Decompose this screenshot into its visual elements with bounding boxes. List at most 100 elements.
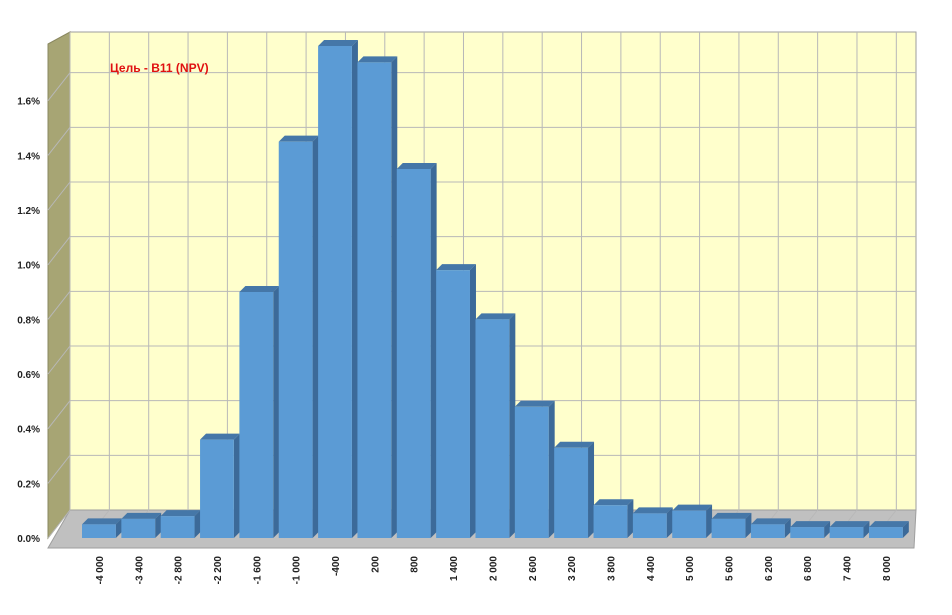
bar-side <box>391 56 398 539</box>
bar <box>357 56 398 539</box>
bar-front <box>396 169 431 538</box>
bar-front <box>868 527 903 538</box>
bar <box>868 521 909 538</box>
bar-front <box>82 524 116 538</box>
y-tick-label: 0.0% <box>17 534 40 545</box>
bar-front <box>475 319 510 538</box>
y-gridline-side <box>47 455 71 484</box>
bar <box>82 518 122 538</box>
bars <box>82 40 909 539</box>
bar-top <box>82 518 122 525</box>
bar <box>239 286 280 538</box>
x-tick-label: 6 200 <box>764 556 775 581</box>
y-gridline-side <box>47 72 71 101</box>
bar-side <box>430 163 437 538</box>
y-tick-label: 0.4% <box>17 425 40 436</box>
x-tick-label: 1 400 <box>449 556 460 581</box>
x-tick-label: -400 <box>331 556 342 576</box>
bar-side <box>233 433 240 538</box>
y-gridline-side <box>47 236 71 265</box>
x-tick-label: -1 600 <box>252 556 263 585</box>
y-gridline-side <box>47 127 71 156</box>
bar-front <box>632 513 667 538</box>
bar-front <box>200 439 234 538</box>
bar-front <box>790 527 825 538</box>
bar-top <box>121 512 162 519</box>
y-tick-labels: 0.0% 0.2% 0.4% 0.6% 0.8% 1.0% 1.2% 1.4% 1.6% <box>17 97 40 545</box>
bar-front <box>121 518 156 538</box>
x-tick-label: 5 600 <box>725 556 736 581</box>
y-gridline-side <box>47 400 71 429</box>
y-tick-label: 1.0% <box>17 261 40 272</box>
bar-side <box>863 521 870 538</box>
bar-front <box>554 447 589 538</box>
bar-top <box>475 313 516 320</box>
x-tick-label: -1 000 <box>292 556 303 585</box>
bar-front <box>711 518 746 538</box>
y-gridline-side <box>47 291 71 320</box>
bar-top <box>200 433 240 440</box>
bar <box>278 135 319 538</box>
x-tick-label: -2 200 <box>213 556 224 585</box>
bar-front <box>318 46 352 538</box>
bar-front <box>278 141 313 538</box>
bar-front <box>750 524 785 538</box>
bar-top <box>318 40 358 46</box>
x-tick-labels: -4 000 -3 400 -2 800 -2 200 -1 600 -1 000 -400… <box>95 556 893 585</box>
x-tick-label: 8 000 <box>882 556 893 581</box>
side-wall <box>47 31 71 540</box>
x-tick-label: 4 400 <box>646 556 657 581</box>
bar-front <box>593 505 628 538</box>
y-gridline-side <box>47 181 71 211</box>
bar-top <box>790 521 831 528</box>
bar <box>829 521 870 538</box>
x-tick-label: 3 200 <box>567 556 578 581</box>
y-tick-label: 1.4% <box>17 151 40 162</box>
chart-title: Цель - B11 (NPV) <box>110 61 209 75</box>
x-tick-label: 3 800 <box>606 556 617 581</box>
bar-top <box>436 264 476 271</box>
bar-top <box>632 507 673 514</box>
bar-top <box>239 286 280 292</box>
bar-side <box>351 40 358 538</box>
bar-top <box>711 512 752 519</box>
bar-side <box>548 400 555 538</box>
x-tick-label: 200 <box>370 556 381 573</box>
bar-side <box>194 510 201 538</box>
x-gridline-floor <box>47 509 71 539</box>
bar-side <box>666 507 673 538</box>
y-gridline-side <box>47 345 71 375</box>
bar-top <box>868 521 909 528</box>
x-tick-label: -3 400 <box>134 556 145 585</box>
bar <box>554 441 595 538</box>
bar-top <box>514 400 555 407</box>
bar-side <box>509 313 516 538</box>
bar-top <box>160 510 201 517</box>
x-tick-label: 2 000 <box>488 556 499 581</box>
bar <box>160 510 201 538</box>
y-tick-label: 0.6% <box>17 370 40 381</box>
bar-front <box>829 527 864 538</box>
bar <box>711 512 752 538</box>
y-tick-label: 0.2% <box>17 479 40 490</box>
bar <box>200 433 240 538</box>
y-tick-label: 0.8% <box>17 315 40 326</box>
bar-side <box>706 504 713 538</box>
bar <box>750 518 791 538</box>
bar <box>436 264 476 538</box>
bar-side <box>902 521 909 538</box>
bar-top <box>554 441 595 448</box>
bar <box>475 313 516 538</box>
bar <box>396 163 437 538</box>
bar-side <box>784 518 791 538</box>
bar-front <box>160 516 195 538</box>
y-tick-label: 1.2% <box>17 206 40 217</box>
x-tick-label: 800 <box>410 556 421 573</box>
bar-side <box>115 518 122 538</box>
bar <box>672 504 713 538</box>
bar-front <box>672 510 707 538</box>
bar-top <box>396 163 437 169</box>
bar-top <box>593 499 634 506</box>
bar-side <box>273 286 280 538</box>
